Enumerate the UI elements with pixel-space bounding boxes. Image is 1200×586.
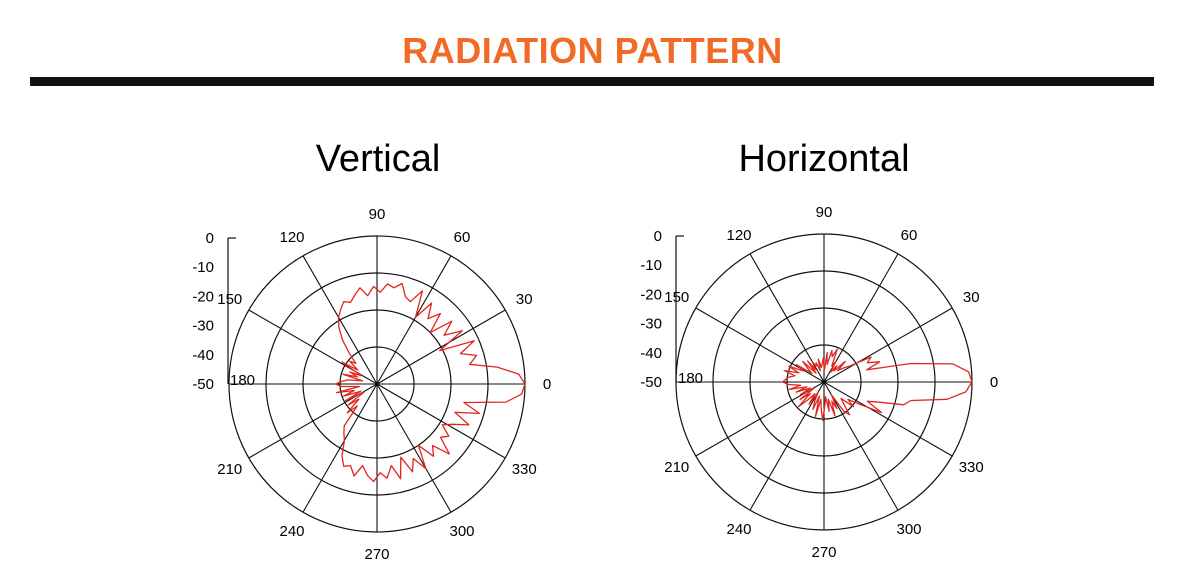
- vertical-angle-label: 270: [364, 546, 389, 563]
- horizontal-angle-label: 300: [896, 521, 921, 538]
- vertical-angle-label: 90: [369, 206, 386, 223]
- vertical-angle-label: 300: [449, 523, 474, 540]
- horizontal-radial-tick-label: -40: [640, 345, 662, 362]
- vertical-angle-label: 150: [217, 291, 242, 308]
- horizontal-chart-title: Horizontal: [738, 138, 910, 180]
- horizontal-radial-tick-label: -50: [640, 374, 662, 391]
- vertical-radial-tick-label: -20: [192, 288, 214, 305]
- vertical-angle-label: 330: [512, 461, 537, 478]
- horizontal-radial-tick-label: -20: [640, 286, 662, 303]
- vertical-grid-spoke: [248, 309, 506, 459]
- page-title: RADIATION PATTERN: [402, 30, 783, 71]
- horizontal-radial-tick-label: -10: [640, 257, 662, 274]
- horizontal-angle-label: 210: [664, 459, 689, 476]
- vertical-angle-label: 210: [217, 461, 242, 478]
- horizontal-pattern-trace: [781, 348, 973, 422]
- vertical-angle-label: 30: [516, 291, 533, 308]
- vertical-angle-label: 240: [279, 523, 304, 540]
- horizontal-angle-label: 30: [963, 289, 980, 306]
- vertical-radial-tick-label: -10: [192, 259, 214, 276]
- horizontal-angle-label: 270: [811, 544, 836, 561]
- horizontal-angle-label: 180: [678, 370, 703, 387]
- horizontal-angle-label: 240: [726, 521, 751, 538]
- horizontal-grid-spoke: [695, 307, 953, 457]
- horizontal-angle-label: 330: [959, 459, 984, 476]
- horizontal-radial-tick-label: 0: [654, 228, 662, 245]
- title-divider: [30, 77, 1154, 86]
- vertical-radial-tick-label: 0: [206, 230, 214, 247]
- vertical-polar-chart: 0 30 60 90 120 150 210 240 270 300 330 180 0 -10 -20 -3…: [192, 206, 551, 563]
- vertical-angle-label: 120: [279, 229, 304, 246]
- vertical-radial-tick-label: -50: [192, 376, 214, 393]
- vertical-angle-label: 60: [454, 229, 471, 246]
- vertical-radial-tick-label: -40: [192, 347, 214, 364]
- vertical-pattern-trace: [334, 282, 526, 483]
- horizontal-angle-label: 150: [664, 289, 689, 306]
- vertical-angle-label: 180: [230, 372, 255, 389]
- horizontal-radial-tick-label: -30: [640, 316, 662, 333]
- horizontal-angle-label: 90: [816, 204, 833, 221]
- horizontal-angle-label: 0: [990, 374, 998, 391]
- vertical-chart-title: Vertical: [315, 138, 441, 180]
- horizontal-angle-label: 60: [901, 227, 918, 244]
- horizontal-angle-label: 120: [726, 227, 751, 244]
- vertical-angle-label: 0: [543, 376, 551, 393]
- vertical-radial-tick-label: -30: [192, 318, 214, 335]
